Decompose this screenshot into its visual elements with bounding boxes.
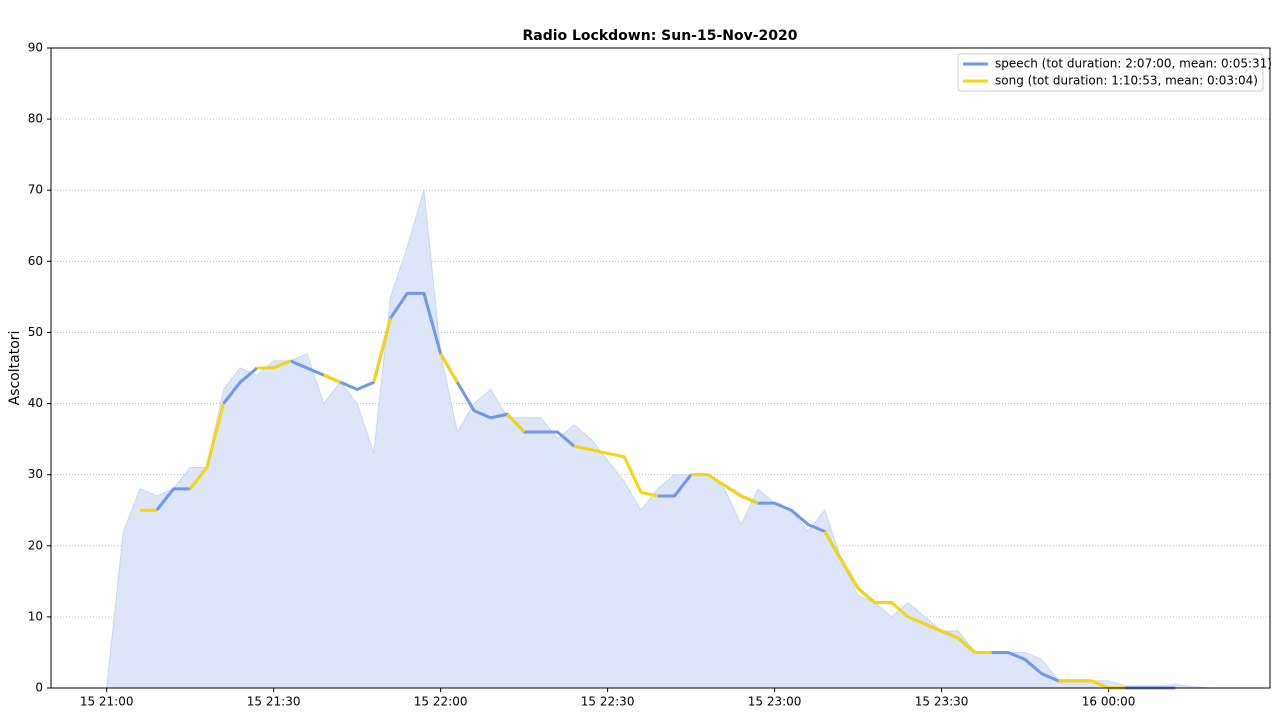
y-tick-label: 60 [28, 254, 43, 268]
x-tick-label: 15 21:00 [80, 695, 134, 709]
y-tick-label: 10 [28, 609, 43, 623]
x-tick-label: 15 22:00 [414, 695, 468, 709]
x-tick-label: 15 23:30 [915, 695, 969, 709]
plot-frame [50, 47, 1271, 689]
y-tick-label: 20 [28, 538, 43, 552]
x-tick-label: 15 23:00 [748, 695, 802, 709]
y-axis-label: Ascoltatori [7, 331, 23, 406]
y-tick-label: 30 [28, 467, 43, 481]
y-tick-label: 0 [35, 681, 43, 695]
listeners-area [106, 190, 1209, 689]
y-tick-label: 70 [28, 183, 43, 197]
y-tick-label: 90 [28, 41, 43, 55]
legend-box [957, 53, 1264, 92]
y-tick-label: 40 [28, 396, 43, 410]
chart-title: Radio Lockdown: Sun-15-Nov-2020 [522, 28, 797, 44]
x-tick-label: 16 00:00 [1082, 695, 1136, 709]
legend-label: song (tot duration: 1:10:53, mean: 0:03:… [995, 74, 1258, 88]
y-tick-label: 80 [28, 112, 43, 126]
legend-label: speech (tot duration: 2:07:00, mean: 0:0… [995, 57, 1272, 71]
x-tick-label: 15 21:30 [247, 695, 301, 709]
series-line [155, 291, 1176, 690]
y-tick-label: 50 [28, 325, 43, 339]
x-tick-label: 15 22:30 [581, 695, 635, 709]
